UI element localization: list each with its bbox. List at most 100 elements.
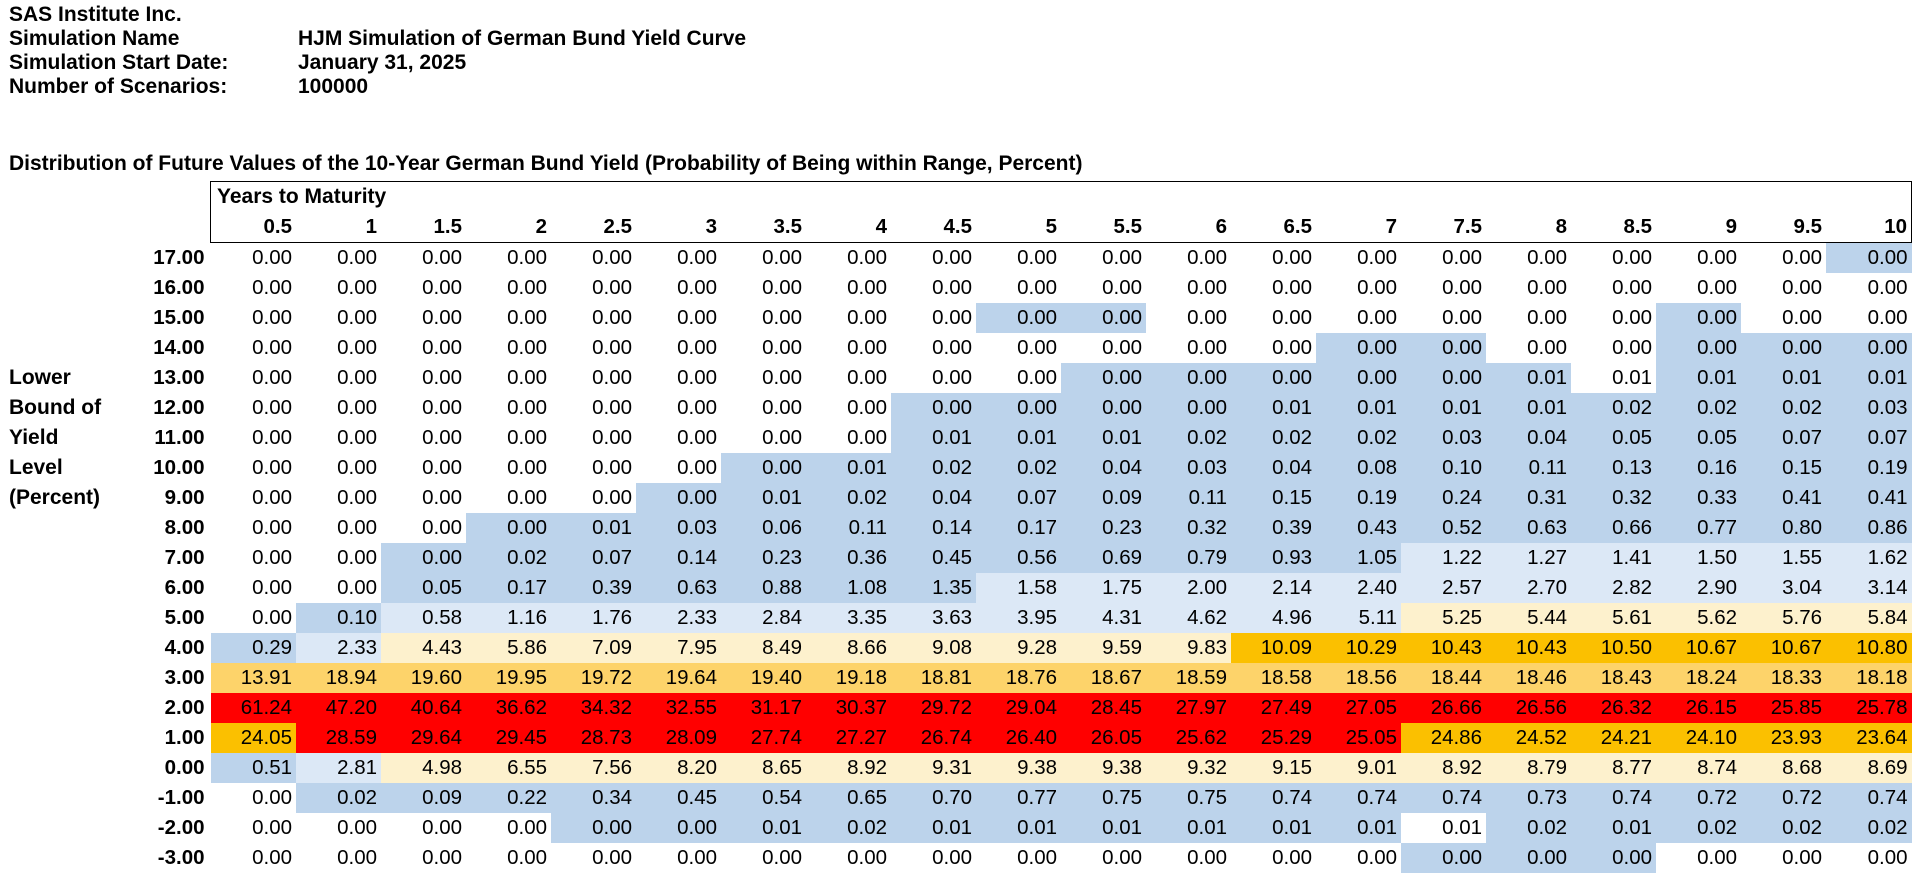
probability-cell: 0.01 [1316,393,1401,423]
probability-cell: 0.00 [551,843,636,873]
probability-cell: 2.14 [1231,573,1316,603]
probability-cell: 0.03 [1401,423,1486,453]
yield-bound-label: 8.00 [164,516,205,539]
probability-cell: 0.13 [1571,453,1656,483]
probability-cell: 0.00 [210,393,296,423]
probability-cell: 9.59 [1061,633,1146,663]
probability-cell: 0.02 [806,483,891,513]
yield-bound-label: 14.00 [153,336,205,359]
probability-cell: 0.23 [1061,513,1146,543]
probability-cell: 0.00 [976,303,1061,333]
probability-cell: 23.93 [1741,723,1826,753]
probability-cell: 1.76 [551,603,636,633]
probability-cell: 0.00 [466,483,551,513]
maturity-header-cell: 7 [1316,212,1401,243]
probability-cell: 0.00 [296,393,381,423]
probability-cell: 0.00 [1231,843,1316,873]
probability-cell: 0.01 [551,513,636,543]
probability-cell: 28.45 [1061,693,1146,723]
probability-cell: 0.01 [1146,813,1231,843]
probability-cell: 2.70 [1486,573,1571,603]
probability-cell: 0.00 [381,363,466,393]
probability-cell: 13.91 [210,663,296,693]
probability-cell: 1.50 [1656,543,1741,573]
probability-cell: 5.61 [1571,603,1656,633]
probability-cell: 0.33 [1656,483,1741,513]
probability-cell: 0.00 [1826,333,1912,363]
probability-cell: 0.00 [1061,303,1146,333]
company-name-text: SAS Institute Inc. [9,3,182,26]
probability-cell: 0.00 [806,303,891,333]
probability-cell: 18.76 [976,663,1061,693]
probability-cell: 0.00 [1401,273,1486,303]
probability-cell: 1.41 [1571,543,1656,573]
probability-cell: 0.10 [1401,453,1486,483]
probability-cell: 0.01 [891,813,976,843]
probability-cell: 0.00 [891,273,976,303]
probability-cell: 9.15 [1231,753,1316,783]
distribution-table: Years to Maturity 0.5 1 1.5 2 2.5 3 3.5 4 4.5 5 5.5… [120,181,1912,873]
probability-cell: 28.09 [636,723,721,753]
probability-cell: 0.00 [891,393,976,423]
probability-cell: 19.18 [806,663,891,693]
probability-cell: 0.00 [1146,333,1231,363]
probability-cell: 25.62 [1146,723,1231,753]
probability-cell: 0.00 [466,273,551,303]
probability-cell: 0.11 [1486,453,1571,483]
probability-cell: 0.00 [636,453,721,483]
probability-cell: 18.81 [891,663,976,693]
probability-cell: 18.58 [1231,663,1316,693]
probability-cell: 0.00 [1401,333,1486,363]
probability-cell: 0.00 [551,242,636,273]
probability-cell: 0.00 [1826,303,1912,333]
probability-cell: 40.64 [381,693,466,723]
probability-cell: 0.45 [636,783,721,813]
probability-cell: 0.01 [1316,813,1401,843]
probability-cell: 0.31 [1486,483,1571,513]
probability-cell: 0.00 [1486,333,1571,363]
probability-cell: 0.00 [1826,843,1912,873]
probability-cell: 18.94 [296,663,381,693]
probability-cell: 2.40 [1316,573,1401,603]
probability-cell: 19.64 [636,663,721,693]
probability-cell: 8.74 [1656,753,1741,783]
probability-cell: 0.51 [210,753,296,783]
probability-cell: 0.00 [466,333,551,363]
probability-cell: 9.31 [891,753,976,783]
probability-cell: 0.14 [636,543,721,573]
probability-cell: 0.01 [1741,363,1826,393]
probability-cell: 0.00 [296,242,381,273]
probability-cell: 0.00 [551,453,636,483]
maturity-header-cell: 3 [636,212,721,243]
table-row: 5.00 0.00 0.10 0.58 1.16 1.76 2.33 2.84 3.35 3.63… [120,603,1912,633]
probability-cell: 0.00 [296,453,381,483]
probability-cell: 0.00 [1316,242,1401,273]
yield-bound-label: -2.00 [157,816,205,839]
probability-cell: 0.00 [1486,843,1571,873]
probability-cell: 0.63 [1486,513,1571,543]
probability-cell: 0.00 [551,393,636,423]
probability-cell: 0.80 [1741,513,1826,543]
probability-cell: 0.00 [806,242,891,273]
probability-cell: 0.01 [1656,363,1741,393]
probability-cell: 26.56 [1486,693,1571,723]
probability-cell: 10.29 [1316,633,1401,663]
probability-cell: 7.09 [551,633,636,663]
probability-cell: 0.00 [1146,303,1231,333]
probability-cell: 0.00 [721,393,806,423]
maturity-header-cell: 6 [1146,212,1231,243]
probability-cell: 0.23 [721,543,806,573]
table-row: 0.00 0.51 2.81 4.98 6.55 7.56 8.20 8.65 8.92 9.31… [120,753,1912,783]
probability-cell: 0.65 [806,783,891,813]
probability-cell: 0.00 [1231,273,1316,303]
probability-cell: 0.58 [381,603,466,633]
probability-cell: 5.25 [1401,603,1486,633]
probability-cell: 4.43 [381,633,466,663]
probability-cell: 0.00 [210,603,296,633]
maturity-header-cell: 0.5 [210,212,296,243]
table-row: 3.00 13.91 18.94 19.60 19.95 19.72 19.64 19.40 1… [120,663,1912,693]
probability-cell: 18.46 [1486,663,1571,693]
probability-cell: 0.00 [466,423,551,453]
probability-cell: 0.77 [976,783,1061,813]
probability-cell: 0.00 [806,273,891,303]
